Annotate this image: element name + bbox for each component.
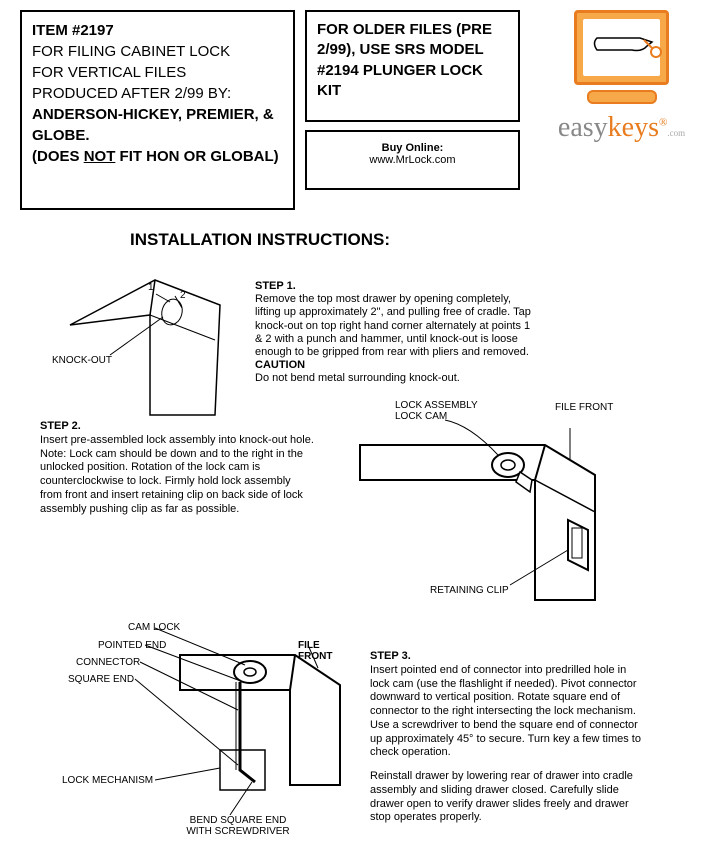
logo-dotcom: .com	[667, 128, 685, 138]
label-2: 2	[180, 290, 186, 301]
item-desc: FOR FILING CABINET LOCK FOR VERTICAL FIL…	[32, 41, 283, 104]
step3-diagram	[40, 600, 370, 830]
label-lock-mechanism: LOCK MECHANISM	[62, 775, 153, 786]
label-file-front-2: FILE FRONT	[555, 402, 613, 413]
step1-text: STEP 1. Remove the top most drawer by op…	[255, 280, 535, 386]
item-brands: ANDERSON-HICKEY, PREMIER, & GLOBE.	[32, 106, 274, 144]
spacer	[370, 760, 645, 770]
step2-body: Insert pre-assembled lock assembly into …	[40, 434, 315, 517]
not-suffix: FIT HON OR GLOBAL)	[115, 148, 278, 165]
buy-online-label: Buy Online:	[317, 142, 508, 154]
step2-diagram	[310, 400, 650, 610]
buy-online-url: www.MrLock.com	[317, 154, 508, 166]
header-row: ITEM #2197 FOR FILING CABINET LOCK FOR V…	[0, 0, 721, 210]
step1-section: 1 2 KNOCK-OUT STEP 1. Remove the top mos…	[0, 260, 721, 420]
label-bend: BEND SQUARE END WITH SCREWDRIVER	[178, 815, 298, 837]
step3-body1: Insert pointed end of connector into pre…	[370, 664, 645, 760]
label-connector: CONNECTOR	[76, 657, 140, 668]
logo-reg: ®	[659, 117, 667, 129]
not-prefix: (DOES	[32, 148, 84, 165]
item-number: ITEM #2197	[32, 22, 114, 39]
label-file-front-3: FILE FRONT	[298, 640, 343, 662]
label-knockout: KNOCK-OUT	[52, 355, 112, 366]
label-1: 1	[148, 282, 154, 293]
step3-text: STEP 3. Insert pointed end of connector …	[370, 650, 645, 825]
instructions-heading: INSTALLATION INSTRUCTIONS:	[130, 230, 721, 250]
item-exclusion: (DOES NOT FIT HON OR GLOBAL)	[32, 146, 283, 167]
label-pointed-end: POINTED END	[98, 640, 166, 651]
step2-section: STEP 2. Insert pre-assembled lock assemb…	[0, 420, 721, 610]
step2-text: STEP 2. Insert pre-assembled lock assemb…	[40, 420, 315, 516]
step3-title: STEP 3.	[370, 650, 645, 664]
label-retaining-clip: RETAINING CLIP	[430, 585, 509, 596]
step1-title: STEP 1.	[255, 280, 535, 293]
keyboard-icon	[587, 90, 657, 104]
step1-caution-body: Do not bend metal surrounding knock-out.	[255, 372, 535, 385]
logo-text: easykeys®.com	[530, 112, 713, 144]
buy-online-box: Buy Online: www.MrLock.com	[305, 130, 520, 190]
step3-section: CAM LOCK POINTED END CONNECTOR SQUARE EN…	[0, 610, 721, 840]
hand-key-icon	[592, 28, 672, 68]
step1-caution-label: CAUTION	[255, 359, 535, 372]
mid-column: FOR OLDER FILES (PRE 2/99), USE SRS MODE…	[305, 10, 520, 210]
not-word: NOT	[84, 148, 116, 165]
older-files-box: FOR OLDER FILES (PRE 2/99), USE SRS MODE…	[305, 10, 520, 122]
item-box: ITEM #2197 FOR FILING CABINET LOCK FOR V…	[20, 10, 295, 210]
label-square-end: SQUARE END	[68, 674, 134, 685]
step3-body2: Reinstall drawer by lowering rear of dra…	[370, 770, 645, 825]
label-lock-assembly: LOCK ASSEMBLY	[395, 400, 478, 411]
easykeys-logo-icon	[562, 10, 682, 110]
logo-keys: keys	[608, 112, 659, 143]
step1-body: Remove the top most drawer by opening co…	[255, 293, 531, 358]
logo-area: easykeys®.com	[530, 10, 713, 210]
label-lock-cam: LOCK CAM	[395, 411, 447, 422]
logo-easy: easy	[558, 112, 608, 143]
label-cam-lock: CAM LOCK	[128, 622, 180, 633]
step2-title: STEP 2.	[40, 420, 315, 434]
